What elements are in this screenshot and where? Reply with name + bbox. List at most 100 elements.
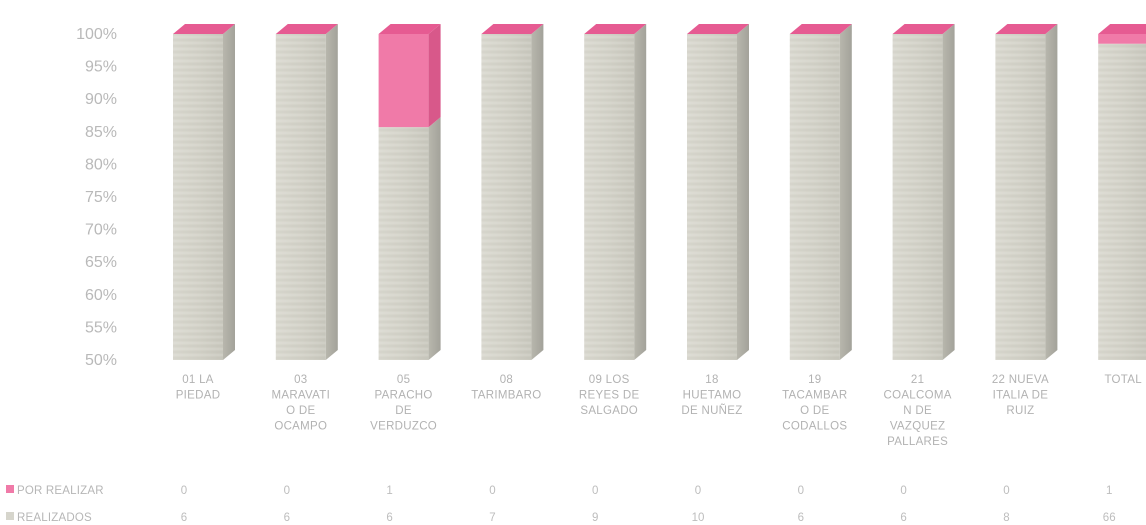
table-value: 9 — [592, 512, 598, 524]
bar-group — [1098, 24, 1146, 360]
bar-top-cap — [892, 24, 955, 34]
bar-top-cap — [687, 24, 749, 34]
bar-group — [584, 24, 647, 360]
bar-realizados-side — [839, 24, 852, 360]
x-category-label-line: 08 — [500, 374, 513, 386]
bar-top-cap — [995, 24, 1058, 34]
x-category-label: 22 NUEVA ITALIA DE RUIZ — [992, 374, 1049, 417]
x-category-label-line: VERDUZCO — [370, 421, 437, 433]
x-category-label-line: VAZQUEZ — [890, 421, 946, 433]
bar-top-cap — [1098, 24, 1146, 34]
x-category-label-line: TACAMBAR — [782, 390, 847, 402]
x-category-label-line: 22 NUEVA — [992, 374, 1049, 386]
bar-top-cap — [378, 24, 441, 34]
legend-label: REALIZADOS — [17, 512, 92, 524]
y-axis: 50% 55% 60% 65% 70% 75% 80% 85% 90% 95% 100% — [76, 26, 117, 369]
x-category-label-line: DE NUÑEZ — [681, 404, 742, 417]
x-category-label: 09 LOS REYES DE SALGADO — [579, 374, 640, 417]
y-tick-label: 95% — [85, 59, 117, 76]
table-value: 0 — [489, 485, 495, 497]
table-value: 0 — [695, 485, 701, 497]
bar-top-cap — [275, 24, 338, 34]
y-tick-label: 75% — [85, 189, 117, 206]
table-value: 7 — [489, 512, 495, 524]
bar-realizados-texture — [275, 34, 326, 360]
bar-group — [892, 24, 955, 360]
x-category-label-line: 09 LOS — [589, 374, 630, 386]
y-tick-label: 85% — [85, 124, 117, 141]
bar-top-cap — [481, 24, 544, 34]
x-axis: 01 LA PIEDAD 03 MARAVATI O DE OCAMPO 05 PARACHO… — [176, 374, 1142, 448]
x-category-label-line: 01 LA — [182, 374, 214, 386]
bar-group — [275, 24, 338, 360]
x-category-label: 19 TACAMBAR O DE CODALLOS — [782, 374, 847, 433]
bar-realizados-side — [531, 24, 544, 360]
x-category-label-line: HUETAMO — [683, 390, 742, 402]
table-value: 1 — [386, 485, 392, 497]
x-category-label-line: PALLARES — [887, 436, 948, 448]
table-value: 6 — [284, 512, 290, 524]
x-category-label-line: RUIZ — [1006, 405, 1034, 417]
table-value: 66 — [1103, 512, 1116, 524]
table-value: 8 — [1003, 512, 1009, 524]
table-value: 6 — [181, 512, 187, 524]
table-value: 0 — [284, 485, 290, 497]
bar-por-realizar — [378, 34, 429, 128]
x-category-label-line: ITALIA DE — [993, 390, 1049, 402]
x-category-label-line: 05 — [397, 374, 410, 386]
x-category-label-line: PIEDAD — [176, 390, 221, 402]
x-category-label: 03 MARAVATI O DE OCAMPO — [271, 374, 330, 433]
x-category-label-line: CODALLOS — [782, 421, 847, 433]
x-category-label-line: OCAMPO — [274, 421, 327, 433]
y-tick-label: 70% — [85, 222, 117, 239]
bar-top-cap — [173, 24, 235, 34]
x-category-label-line: 03 — [294, 374, 307, 386]
bar-realizados-texture — [789, 34, 840, 360]
bar-group — [789, 24, 852, 360]
x-category-label-line: SALGADO — [580, 405, 638, 417]
bar-realizados-side — [942, 24, 955, 360]
table-value: 10 — [692, 512, 705, 524]
x-category-label-line: O DE — [800, 405, 829, 417]
table-value: 0 — [181, 485, 187, 497]
bar-realizados-texture — [378, 127, 429, 361]
table-value: 6 — [798, 512, 804, 524]
x-category-label-line: DE — [395, 405, 412, 417]
bar-realizados-texture — [584, 34, 635, 360]
table-value: 0 — [798, 485, 804, 497]
bar-realizados-texture — [892, 34, 943, 360]
x-category-label-line: PARACHO — [375, 390, 433, 402]
bars — [173, 24, 1146, 361]
y-tick-label: 80% — [85, 156, 117, 173]
y-tick-label: 60% — [85, 287, 117, 304]
x-category-label-line: 21 — [911, 374, 924, 386]
x-category-label: 01 LA PIEDAD — [176, 374, 221, 402]
x-category-label: TOTAL — [1104, 374, 1142, 386]
x-category-label: 18 HUETAMO DE NUÑEZ — [681, 374, 742, 417]
legend-label: POR REALIZAR — [17, 485, 104, 497]
table-value: 0 — [592, 485, 598, 497]
bar-realizados-texture — [173, 34, 223, 360]
bar-realizados-side — [1045, 24, 1058, 360]
y-tick-label: 100% — [76, 26, 117, 43]
y-tick-label: 90% — [85, 91, 117, 108]
bar-top-cap — [584, 24, 647, 34]
legend-swatch — [6, 485, 14, 493]
bar-por-realizar — [1098, 34, 1146, 44]
x-category-label: 21 COALCOMA N DE VAZQUEZ PALLARES — [883, 374, 951, 448]
bar-realizados-side — [737, 24, 749, 360]
x-category-label-line: TARIMBARO — [471, 390, 541, 402]
x-category-label: 08 TARIMBARO — [471, 374, 541, 402]
table-value: 0 — [900, 485, 906, 497]
x-category-label-line: 18 — [705, 374, 718, 386]
bar-group — [481, 24, 544, 360]
x-category-label: 05 PARACHO DE VERDUZCO — [370, 374, 437, 433]
x-category-label-line: TOTAL — [1104, 374, 1142, 386]
table-value: 1 — [1106, 485, 1112, 497]
bar-group — [687, 24, 749, 360]
bar-group — [173, 24, 235, 360]
bar-top-cap — [789, 24, 852, 34]
table-value: 6 — [386, 512, 392, 524]
bar-realizados-side — [223, 24, 235, 360]
